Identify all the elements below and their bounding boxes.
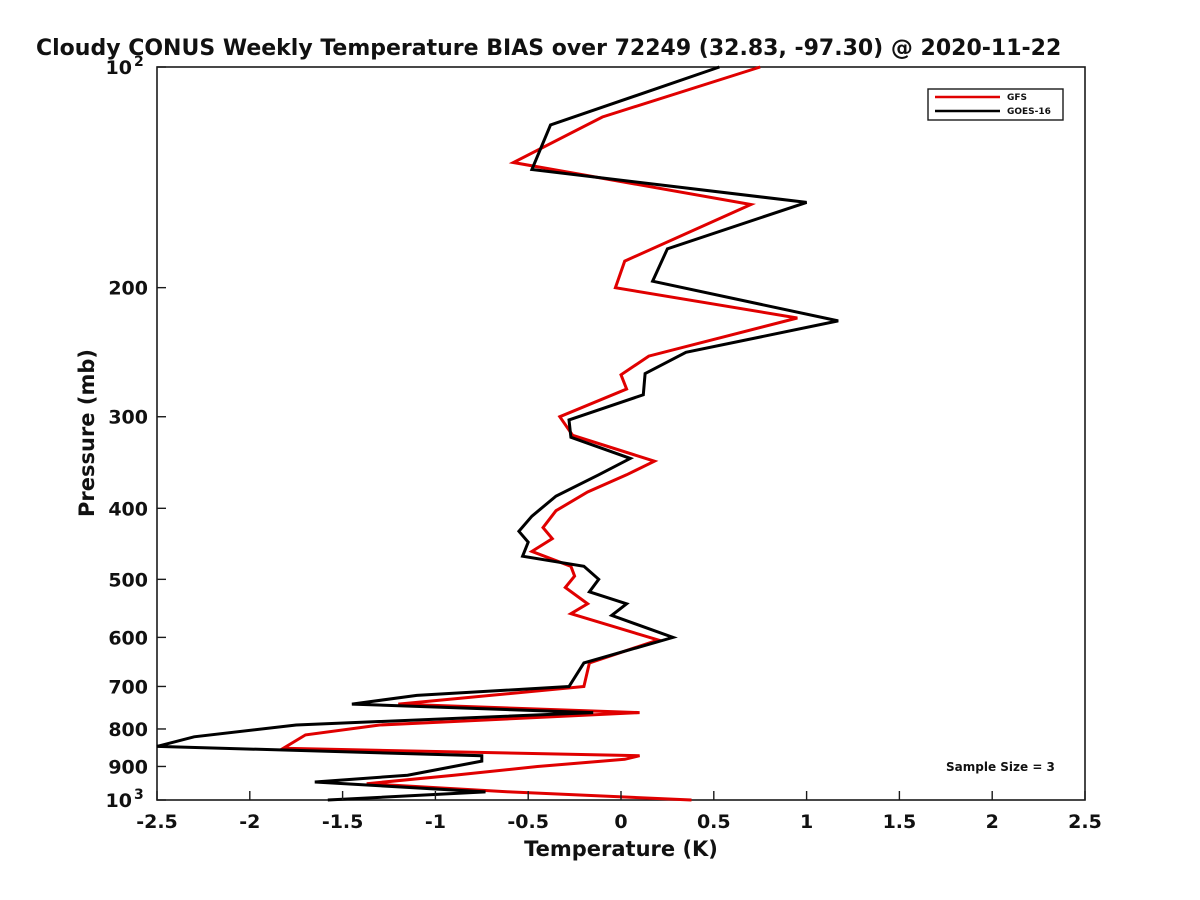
x-tick-label: 1 <box>800 811 813 833</box>
series-line-gfs <box>277 65 798 802</box>
y-tick-label: 700 <box>108 676 148 698</box>
y-tick-label: 500 <box>108 569 148 591</box>
sample-size-annotation: Sample Size = 3 <box>946 760 1055 774</box>
x-tick-label: 0 <box>614 811 627 833</box>
y-tick-label: 400 <box>108 498 148 520</box>
legend-label-gfs: GFS <box>1007 93 1027 103</box>
y-tick-exponent: 3 <box>134 787 144 803</box>
x-tick-label: -1 <box>425 811 446 833</box>
legend-box <box>927 88 1064 121</box>
x-tick-label: -2 <box>239 811 260 833</box>
x-tick-label: 0.5 <box>697 811 731 833</box>
series-layer <box>156 65 839 802</box>
x-tick-label: 2.5 <box>1068 811 1102 833</box>
y-axis-label: Pressure (mb) <box>75 349 99 517</box>
x-tick-label: 2 <box>986 811 999 833</box>
y-tick-label: 300 <box>108 407 148 429</box>
y-tick-label: 10 <box>106 790 132 812</box>
y-tick-label: 600 <box>108 627 148 649</box>
x-tick-label: -0.5 <box>507 811 549 833</box>
legend-label-goes16: GOES-16 <box>1007 107 1051 117</box>
y-tick-label: 10 <box>106 57 132 79</box>
y-tick-exponent: 2 <box>134 54 144 70</box>
series-line-goes16 <box>156 65 839 802</box>
y-tick-label: 800 <box>108 719 148 741</box>
x-tick-label: -1.5 <box>322 811 364 833</box>
x-tick-label: 1.5 <box>883 811 917 833</box>
chart-title: Cloudy CONUS Weekly Temperature BIAS ove… <box>36 36 1061 61</box>
y-tick-label: 900 <box>108 756 148 778</box>
x-axis-label: Temperature (K) <box>524 837 718 861</box>
y-tick-label: 200 <box>108 278 148 300</box>
x-axis-ticks: -2.5 -2 -1.5 -1 -0.5 0 0.5 1 1.5 2 2.5 <box>136 791 1102 833</box>
x-tick-label: -2.5 <box>136 811 178 833</box>
legend: GFS GOES-16 <box>927 88 1064 121</box>
plot-frame <box>156 66 1086 801</box>
